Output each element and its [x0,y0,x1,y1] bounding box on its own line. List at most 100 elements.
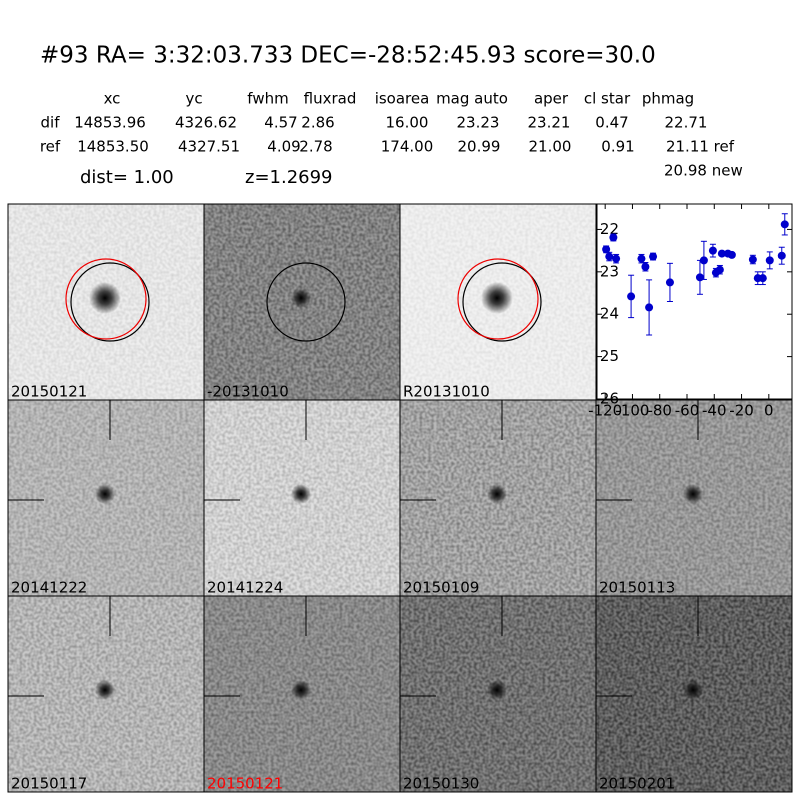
x-tick-label: -80 [647,402,672,420]
point [695,273,704,282]
aperture-ref [457,258,539,340]
source [481,282,513,314]
stamp: 20150109 [399,399,597,597]
stamp-label: 20150130 [403,775,479,793]
point [645,303,654,312]
table-cell: 14853.50 [77,138,149,156]
content: xc yc fwhm fluxrad isoarea mag auto aper cl sta… [7,90,793,793]
table-cell: 14853.96 [74,114,146,132]
table-cell: 21.00 [529,138,572,156]
column-header: aper [534,90,569,108]
point [758,274,767,283]
stamp-label: R20131010 [403,383,490,401]
column-header: yc [185,90,202,108]
source [683,484,703,504]
point [777,251,786,260]
stamp-label: 20150201 [599,775,675,793]
x-tick-label: -20 [729,402,754,420]
point [727,250,736,259]
point [627,292,636,301]
source [291,484,311,504]
table-cell: 2.78 [299,138,332,156]
stamp-frame [595,595,793,793]
point [765,256,774,265]
point [665,278,674,287]
y-tick-label: 25 [600,347,619,365]
point [612,254,621,263]
point [637,254,646,263]
source [291,680,311,700]
aperture [266,262,346,342]
x-tick-label: -40 [702,402,727,420]
stamp: 20150121 [203,595,401,793]
y-tick-label: 26 [600,390,619,408]
stamp-label: 20141224 [207,579,283,597]
table-cell: 23.23 [457,114,500,132]
source [487,484,507,504]
point [780,220,789,229]
stamp-label: 20150113 [599,579,675,597]
x-tick-label: 0 [764,402,774,420]
source [95,484,115,504]
y-tick-label: 23 [600,262,619,280]
point [717,249,726,258]
table-cell: 16.00 [386,114,429,132]
y-tick-label: 22 [600,220,619,238]
point [715,265,724,274]
column-header: fluxrad [304,90,357,108]
source [89,282,121,314]
stamp: 20141224 [203,399,401,597]
source [95,680,115,700]
table-cell: 0.47 [595,114,628,132]
stamp: 20150201 [595,595,793,793]
point [602,245,611,254]
stamp-label: 20150121 [207,775,283,793]
table-cell: 4.09 [267,138,300,156]
column-header: cl star [584,90,631,108]
table-cell: 4326.62 [175,114,237,132]
point [609,233,618,242]
point [649,252,658,261]
table-cell: 174.00 [381,138,434,156]
point [708,246,717,255]
source [683,680,703,700]
stamp: 20150117 [7,595,205,793]
table-cell: 2.86 [301,114,334,132]
stamp: 20150121 [7,203,205,401]
new-mag: 20.98 new [664,162,743,180]
stamp-label: 20141222 [11,579,87,597]
table-cell: 21.11 ref [666,138,735,156]
aperture [70,262,150,342]
table-cell: 23.21 [528,114,571,132]
x-tick-label: -120 [588,402,622,420]
column-header: fwhm [247,90,288,108]
stamp: 20141222 [7,399,205,597]
table-cell: 0.91 [601,138,634,156]
column-header: isoarea [375,90,430,108]
x-tick-label: -100 [615,402,649,420]
stamp-label: -20131010 [207,383,289,401]
aperture-ref [65,258,147,340]
stamp: -20131010 [203,203,401,401]
table-cell: ref [40,138,61,156]
table-cell: 4327.51 [178,138,240,156]
column-header: phmag [642,90,694,108]
point [748,255,757,264]
point [699,256,708,265]
stamp: 20150130 [399,595,597,793]
source [487,680,507,700]
title: #93 RA= 3:32:03.733 DEC=-28:52:45.93 sco… [40,43,656,69]
dist: dist= 1.00 [80,167,174,188]
stamp: R20131010 [399,203,597,401]
aperture [462,262,542,342]
stamp-label: 20150109 [403,579,479,597]
redshift: z=1.2699 [245,167,333,188]
stamp-label: 20150117 [11,775,87,793]
point [605,252,614,261]
table-cell: 20.99 [458,138,501,156]
column-header: xc [104,90,121,108]
column-header: mag auto [436,90,508,108]
table-cell: dif [41,114,61,132]
stamp: 20150113 [595,399,793,597]
